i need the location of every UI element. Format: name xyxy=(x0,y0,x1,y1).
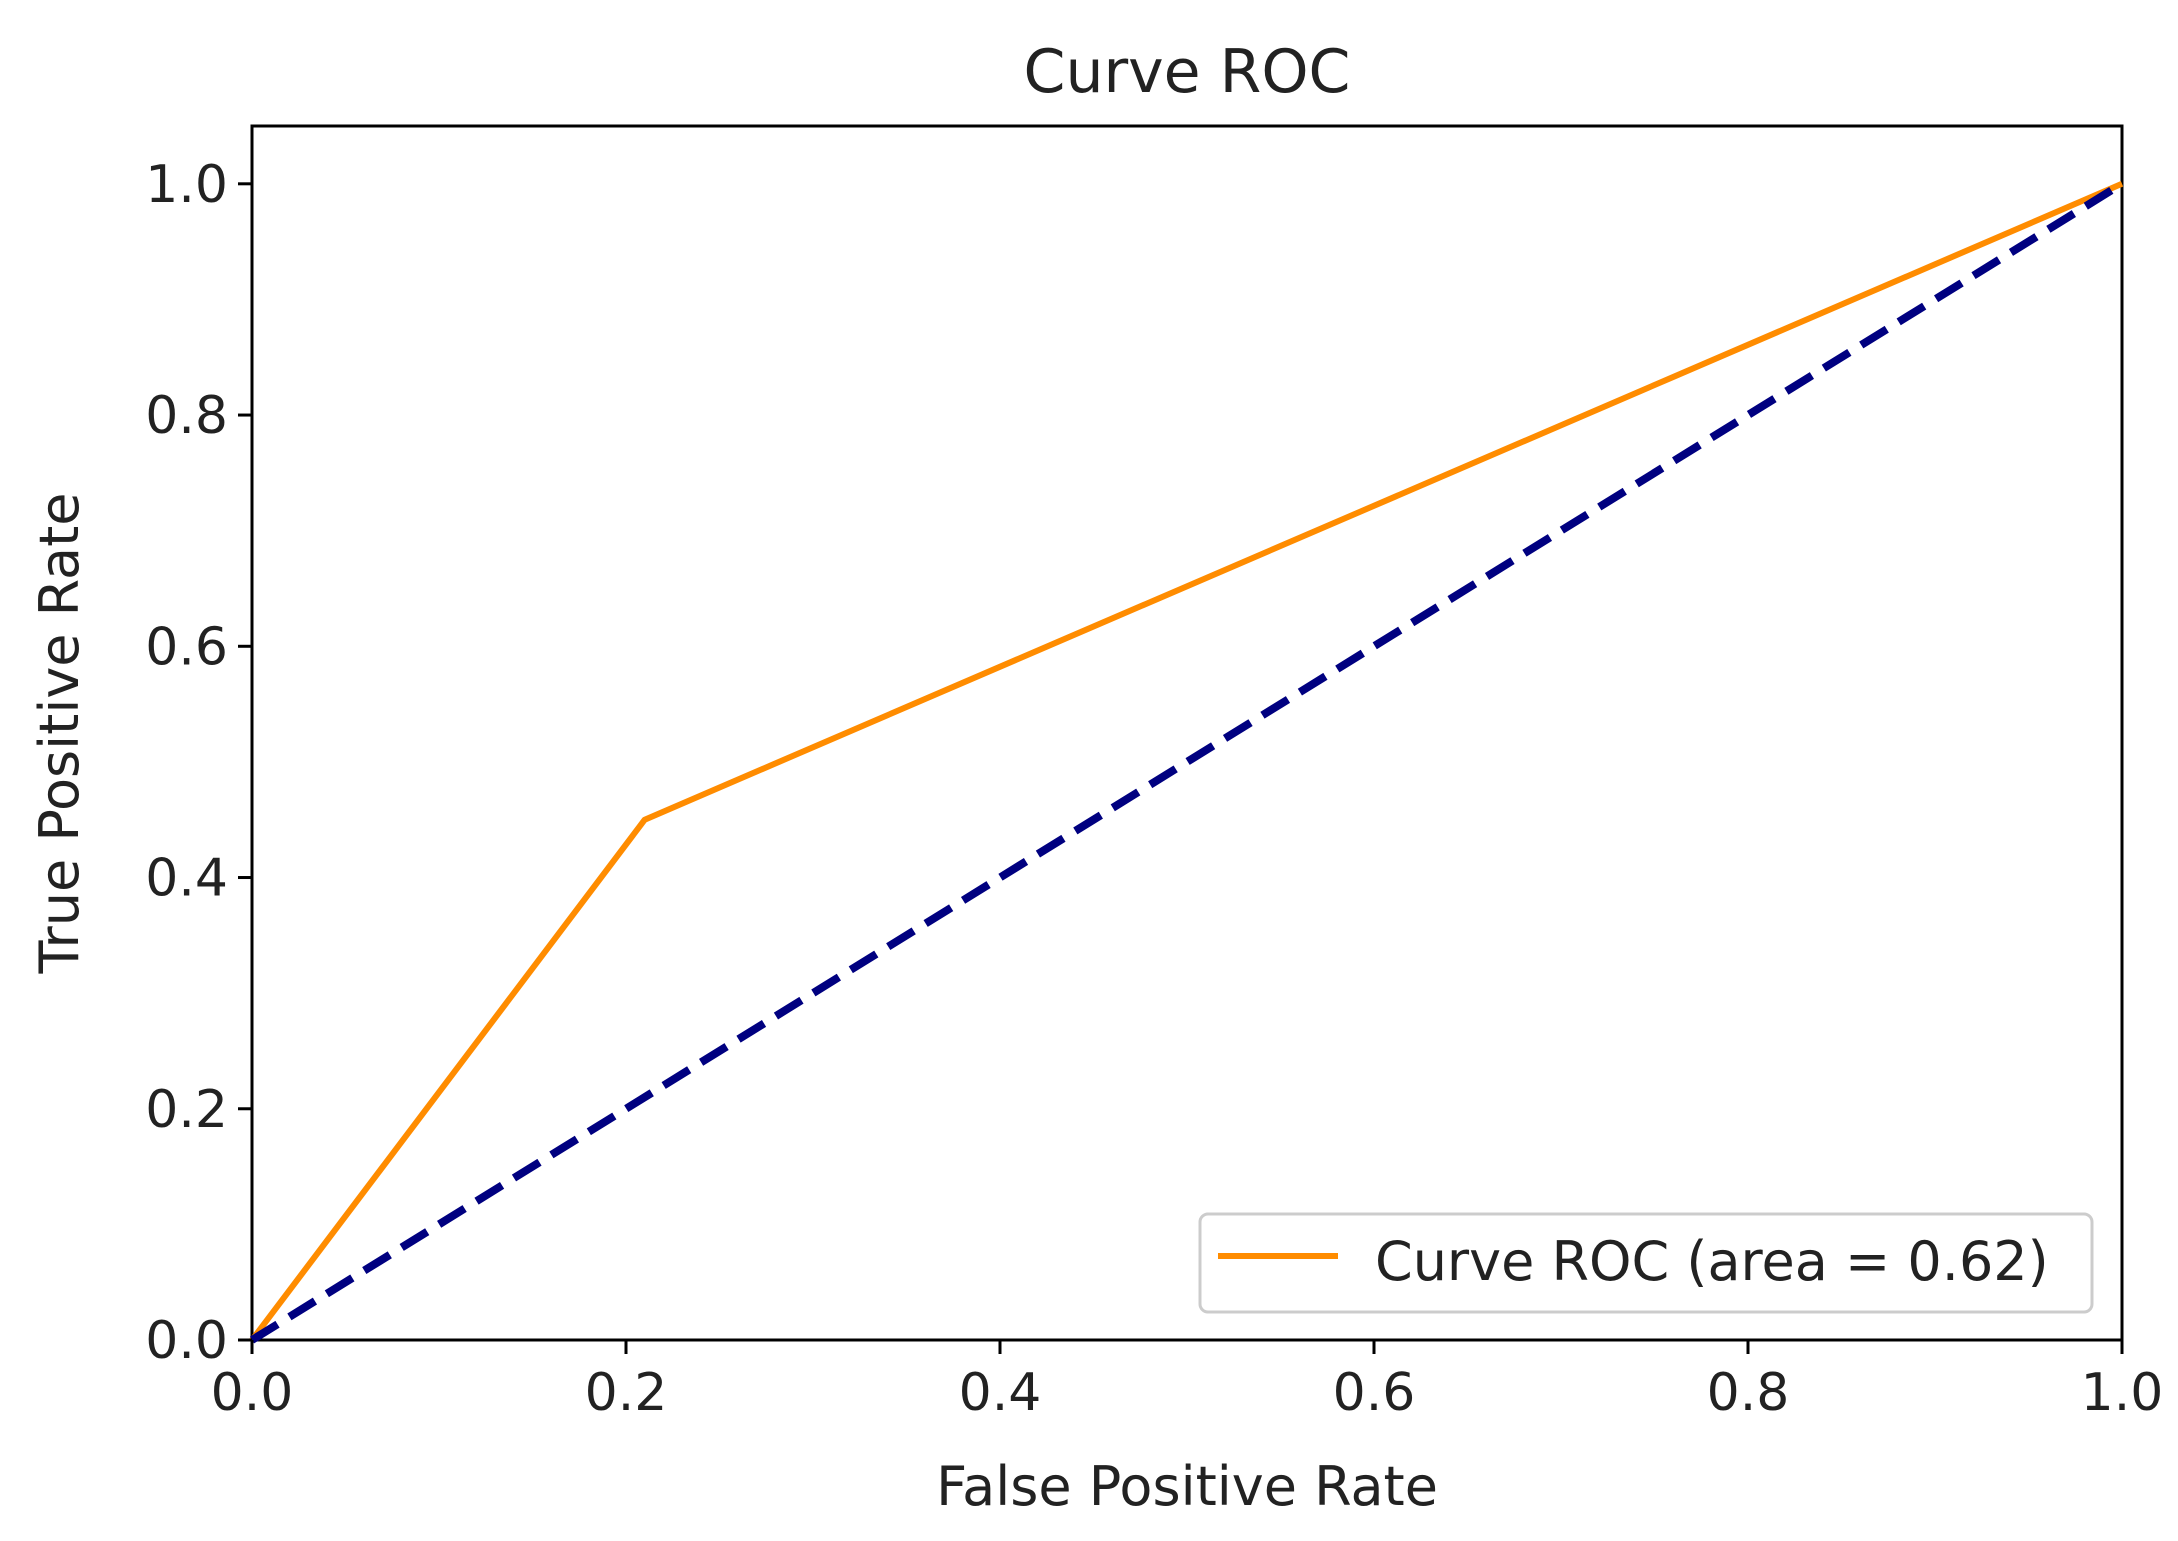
x-axis-ticks: 0.0 0.2 0.4 0.6 0.8 1.0 xyxy=(211,1340,2164,1423)
y-tick-label: 0.8 xyxy=(145,386,228,446)
y-tick-label: 0.0 xyxy=(145,1311,228,1371)
series-layer xyxy=(249,180,2125,1344)
x-tick-label: 0.0 xyxy=(211,1363,294,1423)
y-axis-ticks: 0.0 0.2 0.4 0.6 0.8 1.0 xyxy=(145,155,252,1371)
x-tick-label: 0.2 xyxy=(585,1363,668,1423)
chart-title: Curve ROC xyxy=(1024,37,1351,107)
plot-area xyxy=(249,124,2125,1344)
y-axis-label: True Positive Rate xyxy=(28,492,91,974)
y-tick-label: 0.4 xyxy=(145,849,228,909)
chance-diagonal-line xyxy=(249,180,2125,1344)
legend-label-roc: Curve ROC (area = 0.62) xyxy=(1375,1230,2049,1293)
x-tick-label: 0.6 xyxy=(1333,1363,1416,1423)
x-axis-label: False Positive Rate xyxy=(936,1455,1438,1518)
legend-box xyxy=(1198,1212,2094,1314)
y-tick-label: 1.0 xyxy=(145,155,228,215)
plot-frame xyxy=(250,124,2124,1342)
x-tick-label: 0.8 xyxy=(1707,1363,1790,1423)
roc-curve-line xyxy=(249,181,2124,1342)
legend: Curve ROC (area = 0.62) xyxy=(1198,1212,2094,1314)
y-tick-label: 0.2 xyxy=(145,1080,228,1140)
y-tick-label: 0.6 xyxy=(145,617,228,677)
x-tick-label: 1.0 xyxy=(2081,1363,2164,1423)
x-tick-label: 0.4 xyxy=(959,1363,1042,1423)
